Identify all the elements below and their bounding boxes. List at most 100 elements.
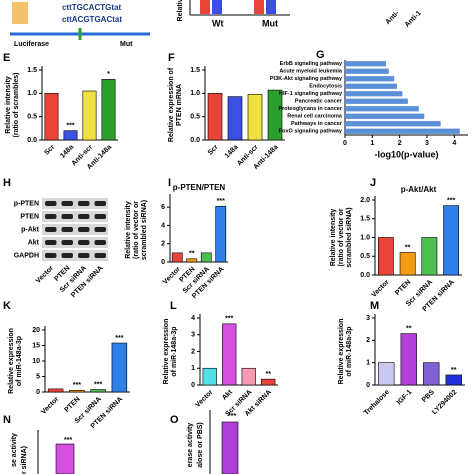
panel-label: G bbox=[316, 49, 325, 61]
y-tick-label: Endocytosis bbox=[309, 84, 342, 90]
y-tick-label: 10 bbox=[32, 358, 40, 365]
top-bar bbox=[200, 0, 210, 14]
bar bbox=[443, 205, 460, 276]
y-tick-label: 1.0 bbox=[360, 234, 370, 241]
y-tick-label: PI3K-Akt signaling pathway bbox=[270, 76, 343, 82]
y-tick-label: 0.0 bbox=[190, 137, 200, 144]
bar bbox=[101, 79, 116, 141]
row-label: p-PTEN bbox=[14, 200, 39, 207]
panel-label: E bbox=[3, 52, 10, 64]
top-bar bbox=[266, 0, 276, 14]
x-tick-label: 0 bbox=[343, 140, 347, 147]
y-tick-label: 0 bbox=[191, 382, 195, 389]
y-tick-label: 1.0 bbox=[27, 90, 37, 97]
y-tick-label: HIF-1 signaling pathway bbox=[279, 91, 343, 97]
significance: ** bbox=[266, 371, 272, 378]
bar bbox=[345, 113, 425, 119]
fragment-text: Mut bbox=[262, 18, 278, 28]
blot-band bbox=[45, 240, 57, 245]
panel-label: H bbox=[3, 177, 11, 189]
fragment-text: Wt bbox=[212, 18, 224, 28]
bar bbox=[200, 252, 212, 263]
panel-label: I bbox=[168, 177, 171, 189]
chart-title: p-Akt/Akt bbox=[401, 185, 437, 194]
blot-band bbox=[61, 214, 73, 219]
y-axis-label: Relative expression of bbox=[168, 67, 175, 142]
y-tick-label: 15 bbox=[32, 342, 40, 349]
significance: ** bbox=[405, 244, 411, 251]
y-axis-label: (ratio of vector or bbox=[338, 208, 345, 266]
significance: *** bbox=[217, 198, 225, 205]
bar bbox=[44, 93, 59, 141]
bar bbox=[345, 98, 408, 104]
fragment-text: Relative bbox=[177, 0, 184, 21]
bar bbox=[445, 374, 462, 386]
bar bbox=[345, 91, 403, 97]
panel-label: F bbox=[168, 52, 175, 64]
y-tick-label: 1 bbox=[366, 360, 370, 367]
y-axis-label: Relative intensity bbox=[330, 209, 337, 267]
blot-strip bbox=[42, 250, 108, 261]
significance: *** bbox=[447, 197, 455, 204]
significance: ** bbox=[406, 325, 412, 332]
chart-title: p-PTEN/PTEN bbox=[173, 183, 226, 192]
bar bbox=[267, 89, 283, 141]
y-tick-label: 1.5 bbox=[190, 67, 200, 74]
y-tick-label: 0.0 bbox=[360, 272, 370, 279]
bar bbox=[377, 237, 394, 276]
row-label: Akt bbox=[28, 239, 40, 246]
bar bbox=[261, 378, 276, 386]
fragment-text: Luciferase bbox=[14, 41, 49, 48]
significance: *** bbox=[66, 123, 74, 130]
bar bbox=[171, 252, 183, 263]
bar bbox=[345, 61, 386, 67]
y-tick-label: Proteoglycans in cancer bbox=[278, 106, 342, 112]
blot-strip bbox=[42, 237, 108, 248]
bar bbox=[421, 237, 438, 276]
y-tick-label: 20 bbox=[32, 327, 40, 334]
bar bbox=[241, 367, 256, 386]
y-tick-label: 2 bbox=[161, 241, 165, 248]
bar bbox=[423, 362, 440, 386]
y-axis-label: (ratio of vector or bbox=[133, 201, 140, 259]
significance: *** bbox=[94, 381, 102, 388]
y-tick-label: 1.5 bbox=[360, 216, 370, 223]
y-tick-label: 2.0 bbox=[360, 197, 370, 204]
significance: * bbox=[107, 71, 110, 78]
x-tick-label: 3 bbox=[425, 140, 429, 147]
bar bbox=[215, 205, 227, 263]
y-tick-label: ErbB signaling pathway bbox=[280, 61, 343, 67]
bar bbox=[222, 323, 237, 386]
blot-band bbox=[78, 253, 90, 258]
y-tick-label: 2 bbox=[191, 348, 195, 355]
y-axis-label: Relative intensity bbox=[5, 76, 12, 134]
y-axis-label: of miR-148a-3p bbox=[171, 326, 178, 376]
y-axis-label: scrambled siRNA) bbox=[141, 200, 148, 260]
y-tick-label: 3 bbox=[366, 315, 370, 322]
y-tick-label: 4 bbox=[191, 315, 195, 322]
y-tick-label: 0 bbox=[161, 259, 165, 266]
bar bbox=[247, 93, 263, 141]
bar bbox=[186, 258, 198, 263]
y-axis-label: PTEN mRNA bbox=[176, 84, 183, 126]
y-axis-label: Relative expression bbox=[163, 319, 170, 385]
bar bbox=[82, 90, 97, 141]
significance: *** bbox=[115, 335, 123, 342]
x-tick-label: 2 bbox=[398, 140, 402, 147]
bar bbox=[207, 93, 223, 141]
blot-band bbox=[78, 227, 90, 232]
blot-band bbox=[45, 214, 57, 219]
y-axis-label: scrambled siRNA) bbox=[346, 207, 353, 267]
x-tick-label: 1 bbox=[370, 140, 374, 147]
bar bbox=[90, 389, 106, 393]
fragment-text: erase activity bbox=[187, 423, 194, 467]
blot-band bbox=[78, 214, 90, 219]
y-tick-label: 0.5 bbox=[190, 114, 200, 121]
bar bbox=[345, 128, 460, 134]
blot-band bbox=[94, 240, 106, 245]
blot-band bbox=[61, 240, 73, 245]
fragment-text: se activity bbox=[11, 433, 18, 467]
significance: ** bbox=[189, 251, 195, 258]
y-axis-label: of miR-148a-3p bbox=[16, 336, 23, 386]
y-axis-label: of miR-148a-3p bbox=[346, 326, 353, 376]
